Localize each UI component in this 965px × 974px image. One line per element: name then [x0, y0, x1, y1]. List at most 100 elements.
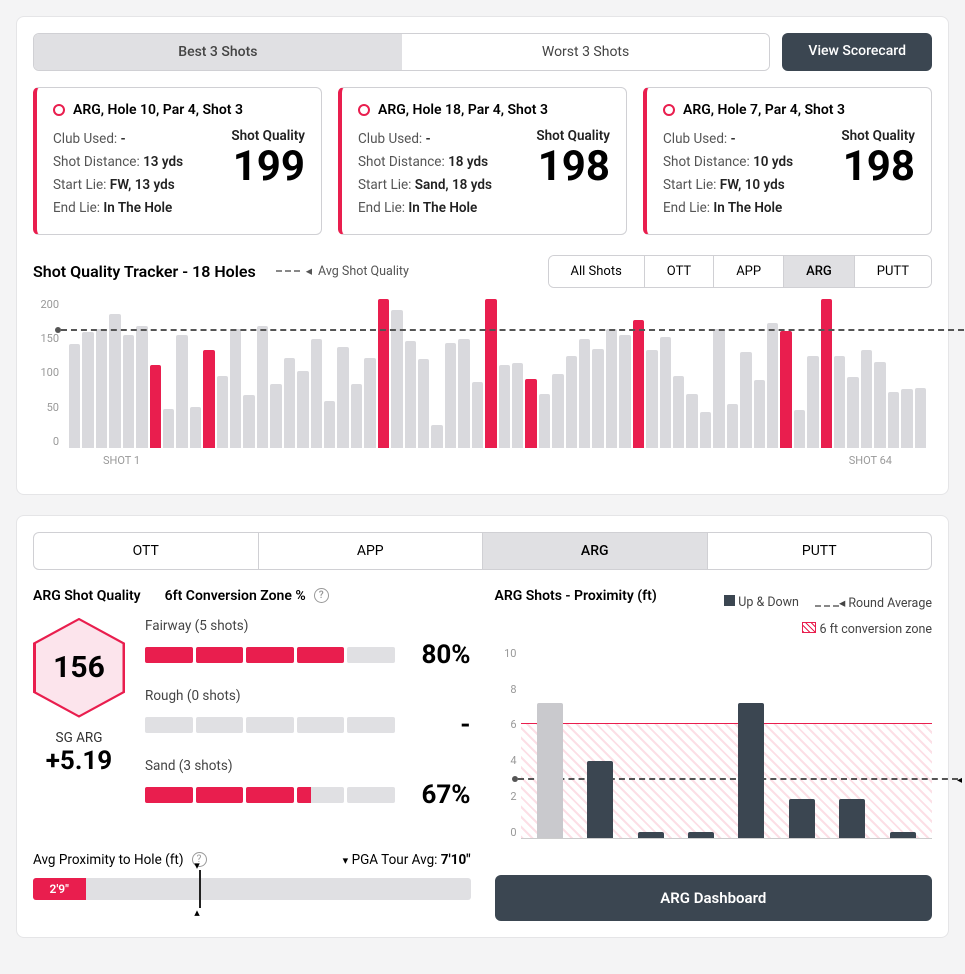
tracker-bar[interactable]	[136, 326, 147, 448]
tracker-bar[interactable]	[458, 339, 469, 448]
tracker-bar[interactable]	[539, 394, 550, 448]
top-panel: Best 3 Shots Worst 3 Shots View Scorecar…	[16, 16, 949, 495]
tracker-bar[interactable]	[660, 337, 671, 448]
prox-bar[interactable]	[537, 703, 563, 837]
tracker-bar[interactable]	[297, 371, 308, 448]
shot-card[interactable]: ARG, Hole 10, Par 4, Shot 3 Club Used: -…	[33, 87, 322, 235]
prox-bar[interactable]	[890, 832, 916, 838]
tracker-bar[interactable]	[566, 356, 577, 448]
tracker-bar[interactable]	[525, 379, 536, 448]
tracker-bar[interactable]	[163, 409, 174, 448]
tracker-bar[interactable]	[324, 401, 335, 448]
tracker-bar[interactable]	[847, 377, 858, 448]
tracker-bar[interactable]	[418, 359, 429, 448]
tracker-bar[interactable]	[270, 384, 281, 448]
tracker-bar[interactable]	[874, 362, 885, 448]
avg-legend: ◂ Avg Shot Quality	[276, 263, 409, 279]
tracker-bar[interactable]	[915, 388, 926, 448]
tracker-bar[interactable]	[713, 329, 724, 448]
x-start: SHOT 1	[103, 454, 140, 467]
worst-shots-tab[interactable]: Worst 3 Shots	[402, 34, 770, 70]
tracker-bar[interactable]	[619, 335, 630, 448]
tracker-filter-tabs: All ShotsOTTAPPARGPUTT	[548, 255, 933, 288]
view-scorecard-button[interactable]: View Scorecard	[782, 33, 932, 71]
tracker-bar[interactable]	[150, 365, 161, 448]
tracker-bar[interactable]	[190, 407, 201, 448]
filter-tab-ott[interactable]: OTT	[645, 256, 714, 287]
big-tab-arg[interactable]: ARG	[483, 533, 708, 569]
tracker-bar[interactable]	[311, 339, 322, 448]
filter-tab-arg[interactable]: ARG	[784, 256, 855, 287]
tracker-bar[interactable]	[230, 329, 241, 448]
tracker-bar[interactable]	[606, 329, 617, 448]
tracker-bar[interactable]	[673, 376, 684, 448]
prox-bar[interactable]	[839, 799, 865, 837]
tracker-bar[interactable]	[203, 350, 214, 448]
big-tab-app[interactable]: APP	[259, 533, 484, 569]
tracker-bar[interactable]	[445, 343, 456, 448]
conversion-row: Sand (3 shots) 67%	[145, 758, 471, 810]
tracker-bar[interactable]	[69, 344, 80, 448]
filter-tab-all-shots[interactable]: All Shots	[549, 256, 645, 287]
tracker-bar[interactable]	[499, 365, 510, 448]
tracker-bar[interactable]	[579, 339, 590, 448]
tracker-bar[interactable]	[217, 376, 228, 448]
tracker-bar[interactable]	[888, 392, 899, 448]
tracker-bar[interactable]	[686, 394, 697, 448]
prox-bar[interactable]	[789, 799, 815, 837]
tracker-bar[interactable]	[405, 341, 416, 448]
tracker-bar[interactable]	[754, 380, 765, 448]
conversion-row: Rough (0 shots) -	[145, 688, 471, 740]
tracker-bar[interactable]	[646, 350, 657, 448]
big-tab-putt[interactable]: PUTT	[708, 533, 932, 569]
filter-tab-putt[interactable]: PUTT	[855, 256, 931, 287]
tracker-bar[interactable]	[592, 349, 603, 448]
tracker-bar[interactable]	[364, 358, 375, 448]
tracker-bar[interactable]	[96, 329, 107, 448]
tracker-bar[interactable]	[243, 395, 254, 448]
tracker-bar[interactable]	[472, 382, 483, 448]
big-tab-ott[interactable]: OTT	[34, 533, 259, 569]
filter-tab-app[interactable]: APP	[714, 256, 784, 287]
tracker-bar[interactable]	[807, 356, 818, 448]
tracker-bar[interactable]	[633, 320, 644, 448]
prox-bar[interactable]	[638, 832, 664, 838]
arg-dashboard-button[interactable]: ARG Dashboard	[495, 875, 933, 921]
prox-bar[interactable]	[587, 761, 613, 838]
tracker-bar[interactable]	[378, 299, 389, 448]
tracker-bar[interactable]	[512, 363, 523, 448]
tracker-bar[interactable]	[767, 323, 778, 448]
tracker-bar[interactable]	[552, 374, 563, 448]
tracker-bar[interactable]	[123, 335, 134, 448]
tracker-bar[interactable]	[901, 389, 912, 448]
tracker-bar[interactable]	[700, 412, 711, 448]
tracker-bar[interactable]	[740, 352, 751, 448]
tracker-bar[interactable]	[431, 425, 442, 448]
arg-quality-label: ARG Shot Quality	[33, 588, 141, 604]
tracker-bar[interactable]	[485, 299, 496, 448]
tracker-bar[interactable]	[176, 335, 187, 448]
tracker-bar[interactable]	[834, 356, 845, 448]
best-shots-tab[interactable]: Best 3 Shots	[34, 34, 402, 70]
shot-card[interactable]: ARG, Hole 18, Par 4, Shot 3 Club Used: -…	[338, 87, 627, 235]
tracker-bar[interactable]	[257, 326, 268, 448]
tracker-bar[interactable]	[780, 331, 791, 448]
tracker-bar[interactable]	[284, 358, 295, 448]
tracker-bar[interactable]	[351, 384, 362, 448]
tracker-bar[interactable]	[82, 332, 93, 448]
shot-quality-value: 199	[231, 146, 305, 188]
tracker-bar[interactable]	[109, 314, 120, 448]
prox-chart: 0246810 ◂ 3	[495, 647, 933, 857]
tracker-bar[interactable]	[861, 350, 872, 448]
help-icon[interactable]: ?	[314, 588, 329, 603]
conversion-row: Fairway (5 shots) 80%	[145, 618, 471, 670]
tracker-bar[interactable]	[794, 410, 805, 448]
tracker-bar[interactable]	[821, 299, 832, 448]
tracker-bar[interactable]	[727, 404, 738, 448]
prox-bar[interactable]	[738, 703, 764, 837]
shot-card[interactable]: ARG, Hole 7, Par 4, Shot 3 Club Used: - …	[643, 87, 932, 235]
prox-bar[interactable]	[688, 832, 714, 838]
tracker-bar[interactable]	[337, 347, 348, 448]
shot-quality-value: 198	[536, 146, 610, 188]
category-tabs: OTTAPPARGPUTT	[33, 532, 932, 570]
